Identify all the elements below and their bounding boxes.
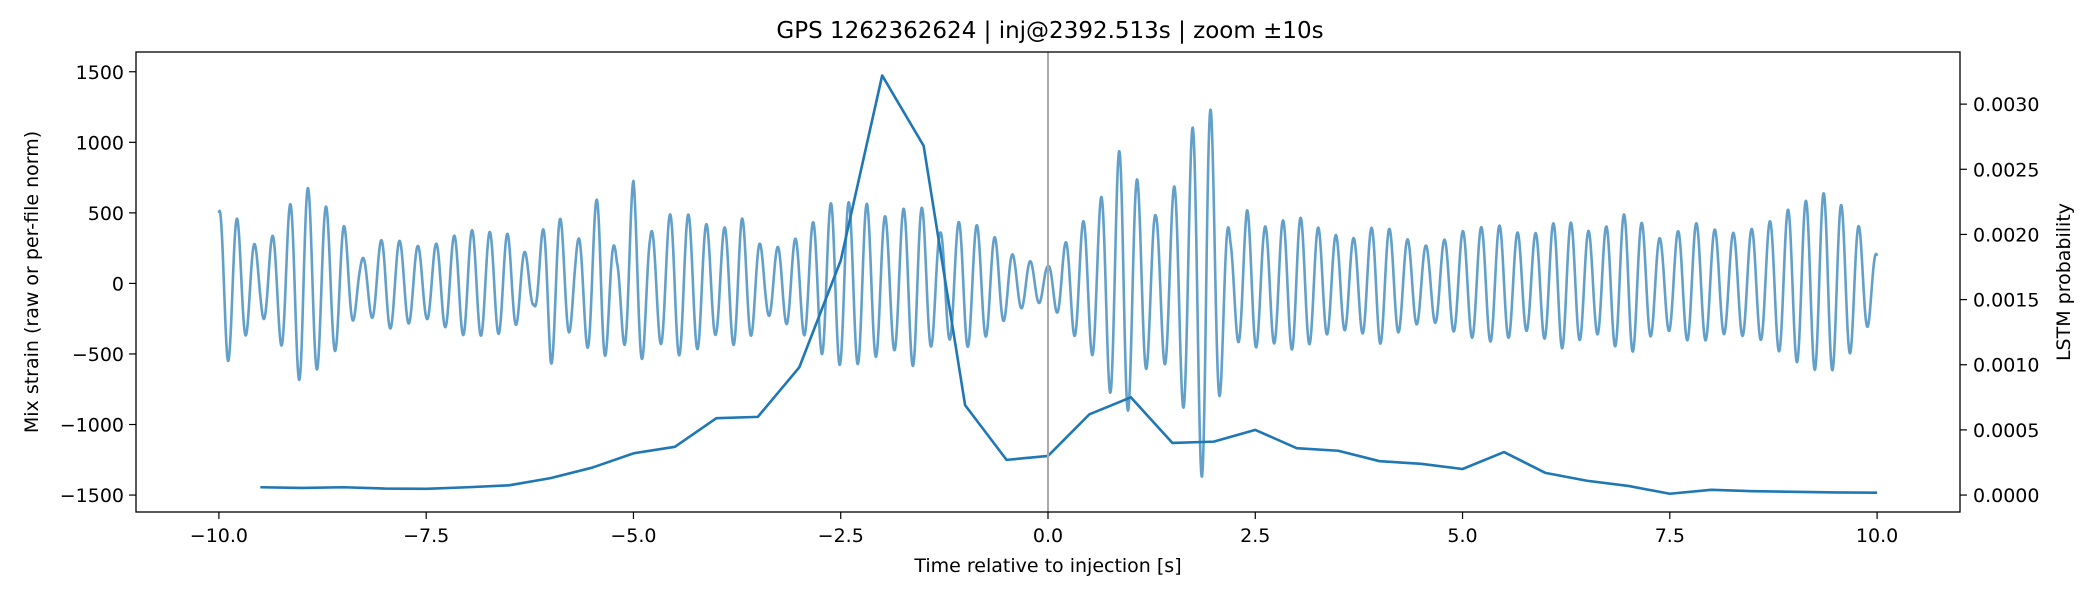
y-left-axis-ticks: 1500 1000 500 0 −500 −1000 −1500 <box>60 62 136 507</box>
y-right-axis-label: LSTM probability <box>2053 203 2075 361</box>
y-right-tick-label: 0.0010 <box>1973 355 2039 377</box>
y-left-tick-label: 1500 <box>76 62 124 84</box>
y-right-tick-label: 0.0015 <box>1973 290 2039 312</box>
y-right-tick-label: 0.0020 <box>1973 224 2039 246</box>
x-tick-label: 2.5 <box>1240 525 1270 547</box>
y-left-tick-label: −1500 <box>60 485 124 507</box>
y-left-tick-label: 1000 <box>76 132 124 154</box>
y-right-tick-label: 0.0000 <box>1973 485 2039 507</box>
x-tick-label: 10.0 <box>1856 525 1898 547</box>
x-tick-label: 5.0 <box>1447 525 1477 547</box>
x-tick-label: −5.0 <box>610 525 656 547</box>
y-left-axis-label: Mix strain (raw or per-file norm) <box>21 131 43 433</box>
y-right-axis-ticks: 0.0030 0.0025 0.0020 0.0015 0.0010 0.0005 0.00… <box>1960 94 2039 507</box>
x-tick-label: −2.5 <box>818 525 864 547</box>
x-tick-label: −10.0 <box>190 525 248 547</box>
probability-line <box>260 74 1878 496</box>
y-right-tick-label: 0.0030 <box>1973 94 2039 116</box>
x-axis-ticks: −10.0 −7.5 −5.0 −2.5 0.0 2.5 5.0 7.5 10.0 <box>190 512 1898 547</box>
y-left-tick-label: −500 <box>72 344 124 366</box>
x-tick-label: 0.0 <box>1033 525 1063 547</box>
y-left-tick-label: 500 <box>88 203 124 225</box>
y-left-tick-label: 0 <box>112 273 124 295</box>
x-axis-label: Time relative to injection [s] <box>913 555 1181 577</box>
x-tick-label: 7.5 <box>1655 525 1685 547</box>
y-right-tick-label: 0.0025 <box>1973 159 2039 181</box>
y-left-tick-label: −1000 <box>60 415 124 437</box>
x-tick-label: −7.5 <box>403 525 449 547</box>
chart-title: GPS 1262362624 | inj@2392.513s | zoom ±1… <box>776 18 1323 44</box>
probability-series-layer <box>260 74 1878 496</box>
y-right-tick-label: 0.0005 <box>1973 420 2039 442</box>
